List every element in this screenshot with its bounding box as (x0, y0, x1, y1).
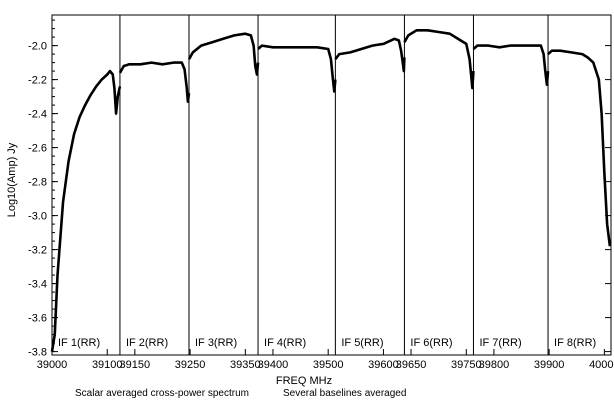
if-label-8: IF 8(RR) (554, 337, 596, 349)
if-label-3: IF 3(RR) (195, 337, 237, 349)
y-tick-label: -2.0 (28, 41, 47, 53)
x-tick-label: 39100 (92, 359, 123, 371)
x-tick-label: 39600 (368, 359, 399, 371)
plot-border (51, 14, 612, 356)
x-tick-label: 40000 (589, 359, 614, 371)
if-label-7: IF 7(RR) (479, 337, 521, 349)
x-tick-label: 39350 (230, 359, 261, 371)
y-tick-label: -2.2 (28, 75, 47, 87)
series-line-if-2 (118, 61, 191, 103)
if-labels: IF 1(RR) IF 2(RR) IF 3(RR) IF 4(RR) IF 5(RR)… (58, 337, 596, 349)
y-tick-label: -2.6 (28, 143, 47, 155)
y-tick-label: -3.4 (28, 279, 47, 291)
x-tick-label: 39400 (258, 359, 289, 371)
x-tick-label: 39800 (479, 359, 510, 371)
y-tick-label: -2.8 (28, 177, 47, 189)
x-tick-label: 39000 (37, 359, 68, 371)
series-line-if-6 (403, 28, 475, 90)
footer-caption-right: Several baselines averaged (283, 388, 406, 399)
series-line-if-7 (472, 44, 550, 86)
series-line-if-1 (50, 69, 122, 352)
series-line-if-3 (187, 32, 260, 76)
series-line-if-4 (257, 44, 337, 93)
plot-frame (51, 14, 612, 356)
x-tick-label: 39750 (451, 359, 482, 371)
y-axis-ticks: -2.0 -2.2 -2.4 -2.6 -2.8 -3.0 -3.2 -3.4 -3.6 -3.8 (28, 19, 611, 359)
y-tick-label: -3.0 (28, 211, 47, 223)
if-label-6: IF 6(RR) (410, 337, 452, 349)
if-label-5: IF 5(RR) (341, 337, 383, 349)
y-tick-label: -3.2 (28, 245, 47, 257)
y-tick-label: -3.6 (28, 313, 47, 325)
if-label-4: IF 4(RR) (264, 337, 306, 349)
y-axis-label: Log10(Amp) Jy (6, 142, 18, 217)
x-tick-label: 39500 (313, 359, 344, 371)
y-tick-label: -2.4 (28, 109, 47, 121)
x-tick-label: 39900 (534, 359, 565, 371)
series-layer (50, 28, 612, 352)
x-tick-label: 39650 (396, 359, 427, 371)
if-label-1: IF 1(RR) (58, 337, 100, 349)
series-line-if-5 (334, 37, 406, 73)
footer-caption-left: Scalar averaged cross-power spectrum (75, 388, 249, 399)
series-line-if-8 (547, 49, 612, 247)
x-tick-label: 39250 (175, 359, 206, 371)
y-tick-label: -3.8 (28, 347, 47, 359)
x-axis-label: FREQ MHz (276, 375, 332, 387)
if-label-2: IF 2(RR) (126, 337, 168, 349)
x-tick-label: 39150 (120, 359, 151, 371)
